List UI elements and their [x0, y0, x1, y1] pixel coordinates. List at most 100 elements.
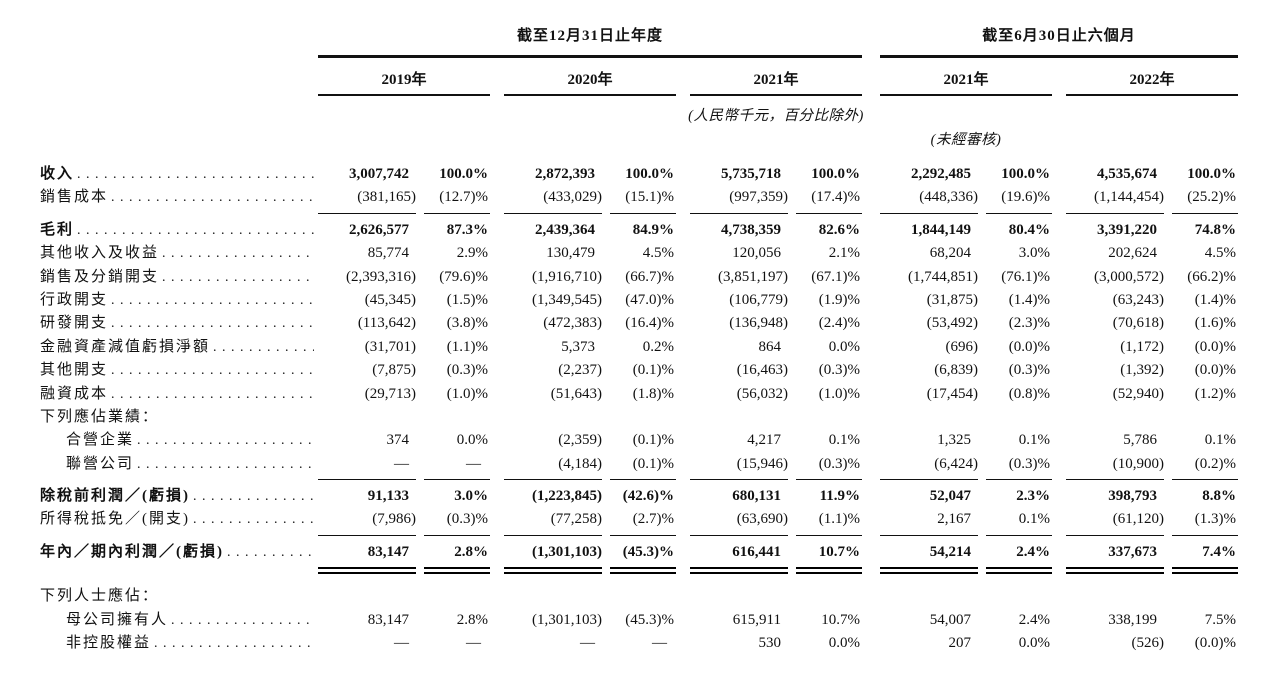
- period-cell: 2,626,577 87.3%: [318, 219, 490, 242]
- row-label-text: 其他開支: [40, 362, 109, 379]
- percent-value: (0.0)%: [1194, 338, 1236, 355]
- period-cell: (472,383) (16.4)%: [504, 312, 676, 335]
- percent-value: —: [424, 453, 490, 481]
- period-cell: (113,642) (3.8)%: [318, 312, 490, 335]
- dot-leader: [213, 336, 314, 359]
- period-cell: 5,373 0.2%: [504, 336, 676, 359]
- percent-value: 82.6%: [818, 221, 860, 238]
- period-cell: (1,744,851) (76.1)%: [880, 266, 1052, 289]
- percent-value: 0.0%: [828, 635, 860, 652]
- amount-value: 5,373: [561, 338, 595, 355]
- row-label-text: 非控股權益: [66, 635, 152, 652]
- amount-value: 3,007,742: [349, 166, 409, 182]
- table-row: 銷售及分銷開支 (2,393,316) (79.6)% (1,916,710) (66.…: [40, 266, 1284, 289]
- percent-value: (0.0)%: [1194, 635, 1236, 652]
- percent-value: (1.1)%: [796, 508, 862, 536]
- period-cell: (997,359) (17.4)%: [690, 186, 862, 214]
- row-label-text: 母公司擁有人: [66, 611, 169, 628]
- amount-value: 1,844,149: [911, 221, 971, 238]
- amount-value: (53,492): [926, 315, 978, 332]
- percent-value: (0.3)%: [986, 453, 1052, 481]
- row-label-text: 合營企業: [66, 432, 135, 449]
- percent-value: (16.4)%: [625, 315, 674, 332]
- amount-value: (2,359): [558, 432, 602, 449]
- amount-value: 2,626,577: [349, 221, 409, 238]
- table-row: 毛利 2,626,577 87.3% 2,439,364 84.9% 4,738,359 8…: [40, 219, 1284, 242]
- percent-value: (67.1)%: [811, 268, 860, 285]
- percent-value: (1.0)%: [446, 385, 488, 402]
- amount-value: (1,916,710): [532, 268, 602, 285]
- period-cell: 2,167 0.1%: [880, 508, 1052, 536]
- period-cell: (7,875) (0.3)%: [318, 359, 490, 382]
- dot-leader: [193, 508, 314, 531]
- row-label-text: 除稅前利潤／(虧損): [40, 488, 190, 505]
- percent-value: (0.1)%: [632, 362, 674, 379]
- amount-value: 91,133: [367, 488, 409, 505]
- row-label-text: 銷售及分銷開支: [40, 268, 160, 285]
- amount-value: 83,147: [367, 611, 409, 628]
- amount-value: (1,172): [1120, 338, 1164, 355]
- percent-value: 74.8%: [1194, 221, 1236, 238]
- percent-value: 7.4%: [1172, 541, 1238, 575]
- column-header-2021: 2021年: [690, 58, 862, 96]
- table-row: 金融資產減值虧損淨額 (31,701) (1.1)% 5,373 0.2% 864 0.0%…: [40, 336, 1284, 359]
- period-cell: 3,391,220 74.8%: [1066, 219, 1238, 242]
- amount-value: (31,875): [926, 291, 978, 308]
- unit-note: (人民幣千元，百分比除外): [688, 106, 863, 126]
- period-cell: (433,029) (15.1)%: [504, 186, 676, 214]
- percent-value: 8.8%: [1202, 488, 1236, 505]
- period-cell: (31,701) (1.1)%: [318, 336, 490, 359]
- percent-value: (1.0)%: [818, 385, 860, 402]
- amount-value: (448,336): [880, 186, 978, 214]
- period-cell: 337,673 7.4%: [1066, 541, 1238, 575]
- period-cell: 5,786 0.1%: [1066, 429, 1238, 452]
- percent-value: 0.0%: [828, 338, 860, 355]
- period-cell: 54,007 2.4%: [880, 609, 1052, 632]
- amount-value: 52,047: [929, 488, 971, 505]
- period-group-title-annual: 截至12月31日止年度: [516, 28, 663, 44]
- amount-value: 616,441: [690, 541, 788, 575]
- dot-leader: [137, 429, 314, 452]
- period-cell: (15,946) (0.3)%: [690, 453, 862, 481]
- percent-value: 84.9%: [632, 221, 674, 238]
- percent-value: 3.0%: [1018, 245, 1050, 262]
- period-cell: (52,940) (1.2)%: [1066, 383, 1238, 406]
- period-cell: — —: [504, 632, 676, 655]
- percent-value: 11.9%: [819, 488, 860, 505]
- amount-value: 374: [386, 432, 410, 449]
- period-cell: 4,738,359 82.6%: [690, 219, 862, 242]
- amount-value: (29,713): [364, 385, 416, 402]
- period-cell: 2,872,393 100.0%: [504, 163, 676, 186]
- table-row: 行政開支 (45,345) (1.5)% (1,349,545) (47.0)% (106…: [40, 289, 1284, 312]
- amount-value: (2,393,316): [346, 268, 416, 285]
- row-label-text: 其他收入及收益: [40, 245, 160, 262]
- amount-value: —: [580, 635, 595, 652]
- percent-value: (42.6)%: [622, 488, 674, 505]
- amount-value: —: [318, 453, 416, 481]
- percent-value: 3.0%: [454, 488, 488, 505]
- dot-leader: [162, 242, 314, 265]
- amount-value: 5,735,718: [721, 166, 781, 182]
- amount-value: (16,463): [736, 362, 788, 379]
- percent-value: 2.8%: [424, 541, 490, 575]
- amount-value: (7,986): [318, 508, 416, 536]
- period-cell: (1,301,103) (45.3)%: [504, 541, 676, 575]
- percent-value: (1.5)%: [446, 291, 488, 308]
- amount-value: 202,624: [1108, 245, 1157, 262]
- percent-value: (0.1)%: [632, 432, 674, 449]
- percent-value: 80.4%: [1008, 221, 1050, 238]
- percent-value: (66.7)%: [625, 268, 674, 285]
- section-header-row: 下列應佔業績：: [40, 406, 1284, 429]
- table-row: 母公司擁有人 83,147 2.8% (1,301,103) (45.3)% 615,91…: [40, 609, 1284, 632]
- dot-leader: [77, 163, 314, 186]
- amount-value: (15,946): [690, 453, 788, 481]
- row-label: 除稅前利潤／(虧損): [40, 485, 318, 508]
- percent-value: 100.0%: [1187, 166, 1236, 182]
- period-cell: (3,000,572) (66.2)%: [1066, 266, 1238, 289]
- dot-leader: [227, 541, 314, 564]
- amount-value: (63,690): [690, 508, 788, 536]
- row-label-text: 毛利: [40, 221, 75, 238]
- column-header-2022-interim: 2022年: [1066, 58, 1238, 96]
- amount-value: 530: [758, 635, 782, 652]
- percent-value: 0.1%: [1018, 432, 1050, 449]
